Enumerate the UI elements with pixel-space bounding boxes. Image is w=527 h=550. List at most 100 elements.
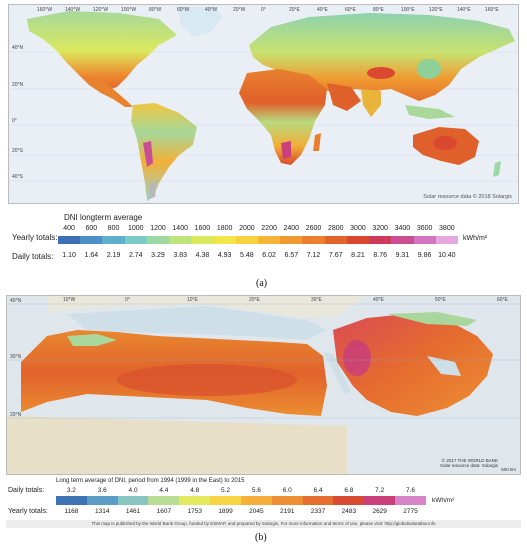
legend-a-swatch-17 xyxy=(435,236,458,244)
indonesia-region xyxy=(405,105,455,119)
legend-b-daily-value-9: 6.8 xyxy=(344,487,354,494)
legend-a-yearly-value-13: 3000 xyxy=(350,225,366,232)
map-a-lon-label: 100°E xyxy=(401,7,415,13)
sub-saharan-outside xyxy=(7,416,347,474)
legend-a-daily-value-12: 7.67 xyxy=(328,252,343,259)
legend-a-yearly-value-8: 2000 xyxy=(239,225,255,232)
mena-dni-map: © 2017 THE WORLD BANK Solar resource dat… xyxy=(6,295,521,475)
legend-b-daily-value-8: 6.4 xyxy=(313,487,323,494)
map-b-lon-label: 30°E xyxy=(311,297,322,303)
legend-a-daily-label: Daily totals: xyxy=(12,252,54,261)
legend-a-yearly-value-10: 2400 xyxy=(283,225,300,232)
arabia-region-b xyxy=(333,314,493,416)
europe-outside xyxy=(47,296,367,318)
map-b-credit: © 2017 THE WORLD BANK Solar resource dat… xyxy=(439,458,498,468)
legend-b-daily-value-2: 4.0 xyxy=(128,487,138,494)
legend-b-swatch-5 xyxy=(210,496,241,505)
map-b-lat-label: 30°N xyxy=(10,354,22,360)
legend-a-daily-ticks: 1.10 1.64 2.19 2.74 3.29 3.83 4.38 4.93 5.48 6.02… xyxy=(58,252,458,259)
map-a-lon-label: 20°W xyxy=(233,7,246,13)
legend-a-swatch-12 xyxy=(324,236,347,244)
map-a-lon-label: 120°W xyxy=(93,7,109,13)
map-b-lat-label: 20°N xyxy=(10,412,22,418)
legend-a-yearly-label: Yearly totals: xyxy=(12,233,58,242)
madagascar-region xyxy=(313,133,321,151)
legend-b-footnote: This map is published by the World Bank … xyxy=(6,520,521,528)
legend-b-swatch-3 xyxy=(148,496,180,505)
legend-a: DNI longterm average Yearly totals: 400 6… xyxy=(8,207,519,267)
legend-a-daily-value-0: 1.10 xyxy=(62,252,76,259)
legend-a-daily-value-10: 6.57 xyxy=(284,252,299,259)
legend-b-daily-ticks: 3.2 3.6 4.0 4.4 4.8 5.2 5.6 6.0 6.4 6.8 7.2 7.6 xyxy=(56,487,426,494)
legend-b-yearly-value-5: 1899 xyxy=(218,508,233,515)
sinai-hotspot xyxy=(343,340,371,376)
legend-a-swatch-14 xyxy=(369,236,392,244)
map-a-lon-label: 80°E xyxy=(373,7,384,13)
legend-b-swatch-1 xyxy=(86,496,118,505)
map-a-lat-label: 0° xyxy=(12,118,17,124)
legend-a-swatch-8 xyxy=(235,236,258,244)
legend-a-yearly-value-0: 400 xyxy=(63,225,75,232)
legend-a-daily-value-16: 9.86 xyxy=(417,252,432,259)
legend-a-swatch-5 xyxy=(169,236,192,244)
legend-a-swatch-15 xyxy=(391,236,414,244)
legend-a-yearly-value-9: 2200 xyxy=(261,225,277,232)
legend-a-yearly-value-4: 1200 xyxy=(150,225,166,232)
legend-a-yearly-value-5: 1400 xyxy=(172,225,188,232)
mena-dni-map-graphic xyxy=(7,296,520,474)
caption-b: (b) xyxy=(255,532,267,543)
africa-region xyxy=(239,69,327,165)
legend-b-swatch-0 xyxy=(56,496,87,505)
greenland-region xyxy=(177,7,223,37)
map-a-lon-label: 40°E xyxy=(317,7,328,13)
legend-a-daily-value-9: 6.02 xyxy=(262,252,276,259)
legend-a-daily-value-13: 8.21 xyxy=(351,252,365,259)
legend-a-swatch-13 xyxy=(346,236,370,244)
legend-b-swatch-7 xyxy=(271,496,303,505)
legend-b-daily-value-1: 3.6 xyxy=(97,487,107,494)
india-region xyxy=(361,89,381,117)
map-a-lon-label: 140°E xyxy=(457,7,471,13)
panel-b: © 2017 THE WORLD BANK Solar resource dat… xyxy=(6,295,521,528)
legend-a-daily-value-4: 3.29 xyxy=(151,252,165,259)
map-b-lon-label: 50°E xyxy=(435,297,446,303)
red-sea xyxy=(323,352,351,394)
legend-b-unit: kWh/m² xyxy=(432,497,455,504)
map-a-lon-label: 40°W xyxy=(205,7,218,13)
map-b-lon-label: 10°W xyxy=(63,297,76,303)
graticule-b xyxy=(7,303,520,419)
legend-b-yearly-value-8: 2337 xyxy=(310,508,326,515)
sahara-core xyxy=(117,364,297,396)
legend-b-swatch-9 xyxy=(333,496,365,505)
legend-a-swatch-7 xyxy=(213,236,236,244)
legend-a-daily-value-17: 10.40 xyxy=(438,252,456,259)
legend-b-yearly-value-1: 1314 xyxy=(95,508,110,515)
legend-a-swatch-9 xyxy=(257,236,281,244)
caption-a: (a) xyxy=(256,278,268,289)
legend-b-swatch-8 xyxy=(302,496,334,505)
map-a-lon-label: 120°E xyxy=(429,7,443,13)
legend-b-daily-value-6: 5.6 xyxy=(251,487,261,494)
map-b-lon-label: 10°E xyxy=(187,297,198,303)
legend-a-swatch-16 xyxy=(413,236,436,244)
map-b-lat-label: 40°N xyxy=(10,298,22,304)
legend-a-yearly-value-7: 1800 xyxy=(216,225,233,232)
map-a-lon-label: 0° xyxy=(261,7,266,13)
atlas-region xyxy=(67,334,117,346)
east-asia-region xyxy=(417,59,441,79)
map-a-lon-label: 140°W xyxy=(65,7,81,13)
legend-b-yearly-value-11: 2775 xyxy=(403,508,418,515)
legend-a-yearly-value-12: 2800 xyxy=(327,225,344,232)
world-dni-map-graphic xyxy=(9,5,518,203)
central-america-region xyxy=(79,75,133,107)
legend-b: Long term average of DNI, period from 19… xyxy=(6,477,521,528)
map-a-lat-label: 20°S xyxy=(12,148,23,154)
legend-b-yearly-value-0: 1168 xyxy=(64,508,79,515)
legend-a-yearly-ticks: 400 600 800 1000 1200 1400 1600 1800 2000 2200 240… xyxy=(58,225,458,232)
map-a-lon-label: 60°E xyxy=(345,7,356,13)
legend-b-yearly-label: Yearly totals: xyxy=(8,508,48,515)
map-b-lon-label: 60°E xyxy=(497,297,508,303)
legend-a-daily-value-5: 3.83 xyxy=(173,252,188,259)
caucasus-region xyxy=(387,312,477,326)
legend-a-daily-value-11: 7.12 xyxy=(306,252,321,259)
